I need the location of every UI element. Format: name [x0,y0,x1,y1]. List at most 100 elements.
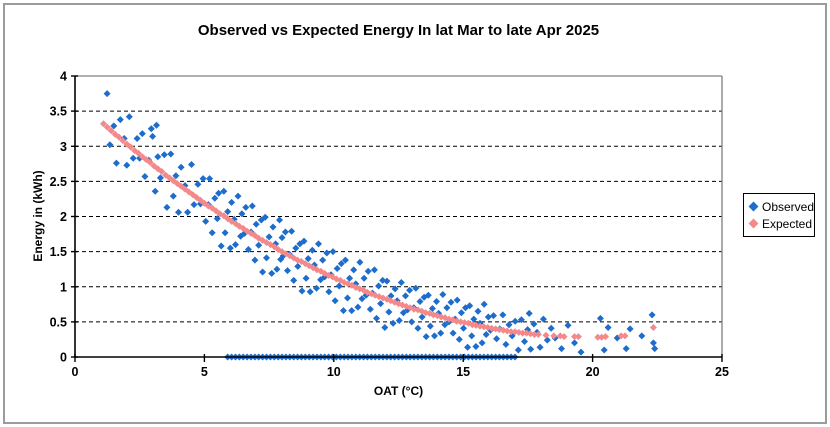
observed-point [354,303,362,311]
observed-point [141,173,149,180]
x-tick-label: 5 [201,365,208,379]
y-tick-label: 1 [60,280,67,294]
observed-point [172,172,180,180]
observed-point [472,343,480,350]
observed-point [424,291,432,299]
observed-point [156,174,164,182]
observed-point [431,332,438,340]
observed-point [133,135,141,142]
observed-point [530,320,538,328]
expected-point [560,333,568,341]
observed-point [147,125,155,133]
observed-point [202,217,210,225]
y-tick-label: 4 [60,70,67,84]
observed-point [358,295,366,303]
observed-point [525,309,533,317]
observed-point [215,189,223,197]
observed-point [116,116,124,124]
x-tick-label: 0 [72,365,79,379]
observed-point [308,246,316,254]
observed-point [370,266,378,274]
observed-point [387,292,395,300]
legend-item-expected: Expected [748,215,814,232]
observed-point [221,229,229,237]
observed-point [268,269,276,277]
expected-point [146,158,154,166]
x-axis-title: OAT (°C) [373,384,424,398]
observed-point [323,249,331,257]
chart-outer-frame [3,3,827,424]
observed-point [543,336,551,344]
observed-point [399,309,407,317]
legend-item-observed: Observed [748,198,814,215]
observed-point [234,192,242,200]
observed-point [294,262,302,270]
y-tick-label: 0 [60,351,67,365]
observed-point [416,298,424,305]
observed-point [422,333,430,341]
observed-point [261,213,269,221]
observed-point [547,324,555,332]
observed-diamond-icon [748,201,759,212]
observed-point [460,324,467,332]
observed-point [242,203,250,211]
observed-point [375,282,383,290]
observed-point [383,277,391,285]
observed-point [302,274,310,282]
observed-point [269,223,277,231]
observed-point [129,154,137,162]
observed-point [333,265,341,272]
observed-point [439,291,447,298]
observed-point [468,332,476,340]
observed-point [252,220,260,228]
observed-point [441,321,449,329]
observed-point [206,175,214,183]
observed-point [604,324,612,331]
legend-label-expected: Expected [762,216,813,231]
observed-point [360,274,368,282]
observed-point [502,340,510,348]
expected-point [127,143,135,151]
observed-point [288,227,296,235]
observed-point [284,267,291,275]
observed-point [154,153,162,161]
observed-point [364,267,372,275]
x-tick-label: 15 [456,365,470,379]
observed-point [313,284,320,292]
expected-point [158,168,166,175]
observed-point [539,315,547,323]
observed-point [331,297,339,305]
observed-point [224,208,232,216]
expected-point [649,324,657,331]
observed-point [329,248,337,256]
observed-point [464,343,472,351]
expected-point [617,332,625,340]
observed-point [443,304,451,312]
observed-point [103,90,111,98]
observed-point [536,343,544,351]
expected-point [594,333,602,341]
observed-point [335,282,343,290]
chart-title: Observed vs Expected Energy In lat Mar t… [197,22,600,39]
observed-point [298,287,306,295]
expected-point [134,149,142,157]
observed-point [385,308,393,316]
expected-point [602,333,609,341]
observed-point [493,335,501,343]
observed-point [389,319,397,327]
observed-point [153,121,160,129]
observed-point [511,317,519,325]
observed-point [188,161,195,168]
observed-point [433,298,440,305]
x-tick-label: 20 [586,365,600,379]
observed-point [651,345,659,353]
observed-point [649,339,657,347]
observed-point [194,180,202,188]
observed-point [499,311,507,319]
expected-point [519,329,527,337]
observed-point [125,113,133,121]
expected-point [107,127,115,135]
observed-point [490,312,497,320]
expected-point [103,123,111,131]
observed-point [248,202,256,210]
